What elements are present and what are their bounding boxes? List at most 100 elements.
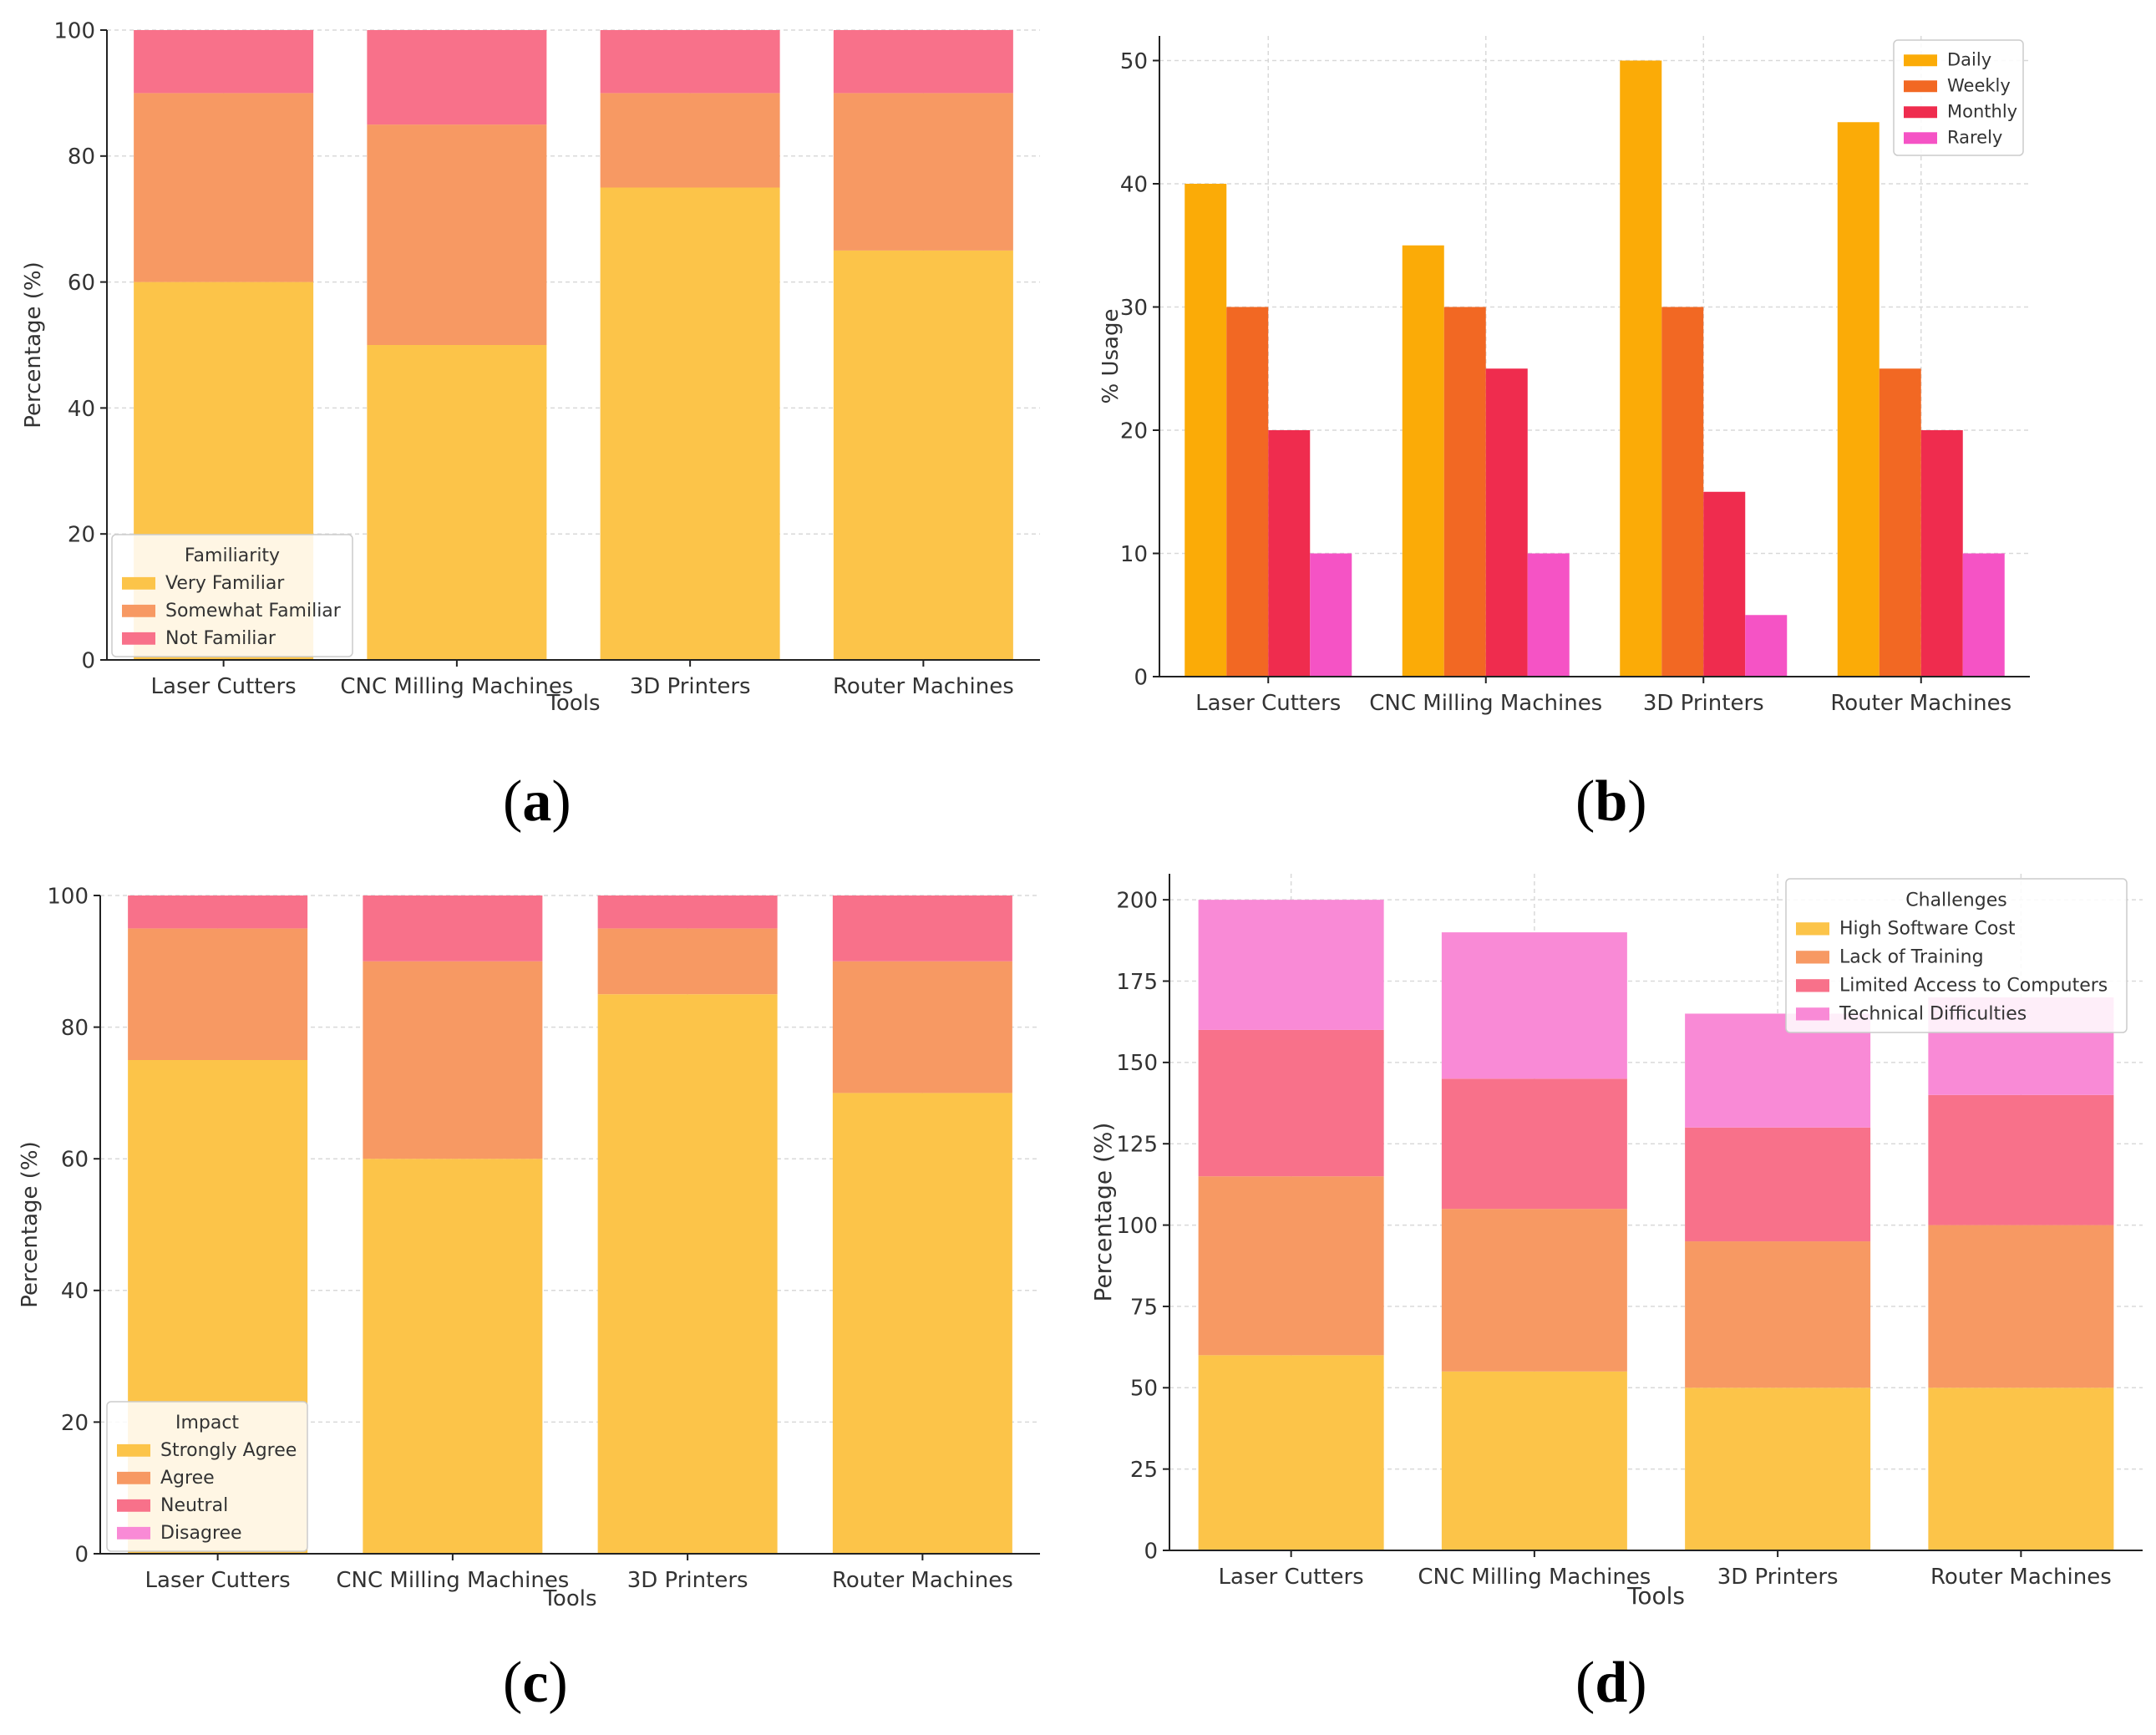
x-tick-label-2: 3D Printers — [627, 1568, 748, 1593]
bar-strongly-agree-2 — [597, 994, 778, 1554]
bar-limited-access-to-computers-0 — [1198, 1029, 1384, 1177]
bar-very-familiar-2 — [600, 187, 780, 660]
bar-agree-3 — [832, 961, 1012, 1093]
bar-limited-access-to-computers-2 — [1685, 1127, 1871, 1242]
legend-swatch-0 — [1796, 922, 1829, 936]
bar-high-software-cost-1 — [1441, 1371, 1627, 1550]
legend-title: Challenges — [1905, 890, 2006, 911]
legend-label-2: Neutral — [160, 1495, 228, 1516]
bar-lack-of-training-3 — [1928, 1225, 2114, 1388]
x-tick-label-2: 3D Printers — [1717, 1565, 1839, 1590]
chart-d-challenges: 0 25 50 75 100 125 150 175 200 Laser Cutters CNC M… — [1089, 874, 2143, 1610]
y-tick-label-40: 40 — [61, 1279, 89, 1304]
x-tick-label-2: 3D Printers — [1643, 691, 1764, 716]
y-tick-label-150: 150 — [1116, 1051, 1158, 1076]
x-tick-label-0: Laser Cutters — [1195, 691, 1341, 716]
y-tick-label-50: 50 — [1130, 1377, 1158, 1402]
legend-label-1: Weekly — [1947, 75, 2011, 95]
y-tick-label-60: 60 — [61, 1148, 89, 1173]
x-tick-label-0: Laser Cutters — [1219, 1565, 1364, 1590]
bar-monthly-3 — [1920, 430, 1963, 677]
legend-swatch-1 — [122, 604, 155, 617]
bar-monthly-0 — [1268, 430, 1311, 677]
legend-label-1: Lack of Training — [1839, 946, 1984, 967]
bar-neutral-2 — [597, 895, 778, 929]
bar-strongly-agree-3 — [832, 1093, 1012, 1554]
bar-daily-1 — [1402, 245, 1444, 677]
panel-label-c-letter: c — [522, 1651, 549, 1715]
legend-label-0: Very Familiar — [165, 573, 285, 594]
legend-title: Impact — [175, 1413, 239, 1433]
chart-c-impact: 0 20 40 60 80 100 Laser Cutters CNC Milling Mac… — [18, 884, 1040, 1611]
panel-label-c: (c) — [503, 1651, 568, 1715]
legend-label-2: Limited Access to Computers — [1839, 975, 2108, 996]
bar-not-familiar-0 — [134, 30, 314, 94]
legend-label-1: Agree — [160, 1468, 215, 1489]
y-tick-label-10: 10 — [1120, 542, 1148, 567]
panel-label-d: (d) — [1575, 1651, 1647, 1715]
panel-label-a-letter: a — [522, 769, 552, 834]
legend-label-2: Not Familiar — [165, 628, 276, 649]
legend-swatch-2 — [1904, 106, 1937, 119]
bar-weekly-3 — [1879, 368, 1921, 677]
y-tick-label-200: 200 — [1116, 889, 1158, 914]
y-tick-label-100: 100 — [1116, 1214, 1158, 1239]
bar-high-software-cost-3 — [1928, 1387, 2114, 1550]
legend-swatch-2 — [117, 1499, 150, 1512]
x-tick-label-1: CNC Milling Machines — [336, 1568, 569, 1593]
legend-title: Familiarity — [185, 545, 280, 566]
bar-neutral-1 — [363, 895, 543, 961]
legend-swatch-0 — [117, 1443, 150, 1457]
bar-lack-of-training-2 — [1685, 1241, 1871, 1388]
bar-rarely-1 — [1527, 553, 1570, 677]
legend-swatch-0 — [122, 576, 155, 590]
bar-monthly-2 — [1703, 491, 1746, 677]
bar-strongly-agree-1 — [363, 1159, 543, 1554]
legend-label-0: High Software Cost — [1839, 918, 2016, 939]
legend-swatch-1 — [1904, 80, 1937, 93]
y-tick-label-20: 20 — [1120, 419, 1148, 444]
legend-box — [1785, 878, 2128, 1033]
bar-somewhat-familiar-2 — [600, 93, 780, 188]
bar-agree-1 — [363, 961, 543, 1159]
bar-technical-difficulties-1 — [1441, 932, 1627, 1079]
bar-somewhat-familiar-3 — [833, 93, 1013, 251]
bar-lack-of-training-0 — [1198, 1176, 1384, 1356]
y-tick-label-0: 0 — [1134, 665, 1148, 690]
y-tick-label-30: 30 — [1120, 296, 1148, 321]
x-tick-label-2: 3D Printers — [630, 674, 751, 699]
legend-label-3: Disagree — [160, 1523, 242, 1544]
bar-high-software-cost-0 — [1198, 1355, 1384, 1550]
legend-swatch-2 — [1796, 979, 1829, 992]
y-tick-label-60: 60 — [68, 271, 95, 296]
legend-label-3: Rarely — [1947, 127, 2002, 147]
y-tick-label-40: 40 — [68, 397, 95, 422]
y-tick-label-125: 125 — [1116, 1133, 1158, 1158]
x-axis-label: Tools — [545, 691, 600, 716]
y-axis-label: Percentage (%) — [18, 1141, 43, 1308]
bar-daily-2 — [1620, 60, 1662, 677]
legend-swatch-2 — [122, 632, 155, 645]
legend-swatch-3 — [1796, 1007, 1829, 1021]
bar-agree-0 — [128, 928, 308, 1060]
y-tick-label-20: 20 — [61, 1411, 89, 1436]
y-axis-label: Percentage (%) — [1089, 1123, 1117, 1302]
legend-box — [1893, 39, 2024, 156]
y-tick-label-100: 100 — [53, 18, 95, 43]
bar-very-familiar-3 — [833, 250, 1013, 660]
legend-swatch-3 — [1904, 132, 1937, 145]
panel-label-b-letter: b — [1595, 769, 1628, 834]
y-tick-label-100: 100 — [47, 884, 89, 909]
bar-weekly-2 — [1661, 307, 1704, 677]
y-tick-label-25: 25 — [1130, 1458, 1158, 1483]
y-tick-label-75: 75 — [1130, 1295, 1158, 1320]
bar-limited-access-to-computers-1 — [1441, 1078, 1627, 1210]
legend-swatch-1 — [1796, 951, 1829, 964]
bar-somewhat-familiar-1 — [367, 124, 547, 345]
legend-box — [106, 1401, 308, 1552]
bar-agree-2 — [597, 928, 778, 995]
legend-label-3: Technical Difficulties — [1839, 1003, 2027, 1024]
y-tick-label-80: 80 — [68, 145, 95, 170]
legend-label-1: Somewhat Familiar — [165, 601, 342, 621]
bar-rarely-0 — [1310, 553, 1352, 677]
